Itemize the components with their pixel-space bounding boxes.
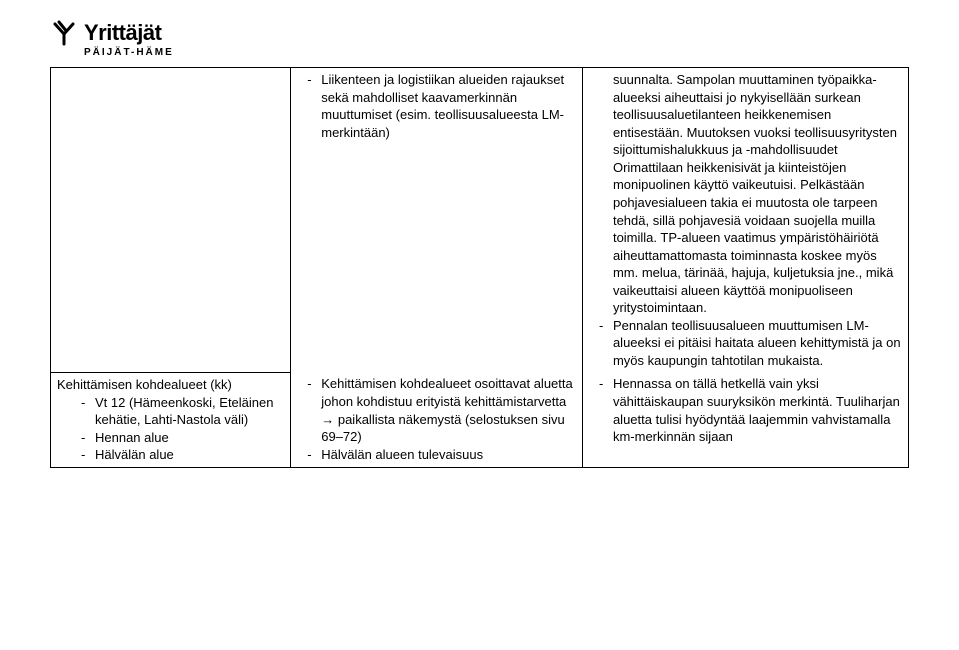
list: Liikenteen ja logistiikan alueiden rajau… xyxy=(297,71,576,141)
logo-region: PÄIJÄT-HÄME xyxy=(50,46,909,60)
list: suunnalta. Sampolan muuttaminen työpaikk… xyxy=(589,71,902,369)
list: Kehittämisen kohdealueet osoittavat alue… xyxy=(297,375,576,463)
cell-col3-row2: Hennassa on tällä hetkellä vain yksi väh… xyxy=(582,372,908,467)
list-item: Hälvälän alue xyxy=(57,446,284,464)
list-item: Hennassa on tällä hetkellä vain yksi väh… xyxy=(589,375,902,445)
cell-col2-row2: Kehittämisen kohdealueet osoittavat alue… xyxy=(291,372,583,467)
cell-empty xyxy=(51,68,291,373)
list-item: Liikenteen ja logistiikan alueiden rajau… xyxy=(297,71,576,141)
row-heading: Kehittämisen kohdealueet (kk) xyxy=(57,376,284,394)
list: Hennassa on tällä hetkellä vain yksi väh… xyxy=(589,375,902,445)
cell-col1-row2: Kehittämisen kohdealueet (kk) Vt 12 (Häm… xyxy=(51,372,291,467)
list-item: Vt 12 (Hämeenkoski, Eteläinen kehätie, L… xyxy=(57,394,284,429)
content-table: Liikenteen ja logistiikan alueiden rajau… xyxy=(50,67,909,468)
logo-block: Yrittäjät PÄIJÄT-HÄME xyxy=(50,18,909,59)
list-item: Hennan alue xyxy=(57,429,284,447)
logo-row: Yrittäjät xyxy=(50,18,909,48)
logo-name: Yrittäjät xyxy=(84,18,161,48)
table-row: Liikenteen ja logistiikan alueiden rajau… xyxy=(51,68,909,373)
list: Vt 12 (Hämeenkoski, Eteläinen kehätie, L… xyxy=(57,394,284,464)
cell-col2-row1: Liikenteen ja logistiikan alueiden rajau… xyxy=(291,68,583,373)
list-item: Pennalan teollisuusalueen muuttumisen LM… xyxy=(589,317,902,370)
list-item: Kehittämisen kohdealueet osoittavat alue… xyxy=(297,375,576,445)
table-row: Kehittämisen kohdealueet (kk) Vt 12 (Häm… xyxy=(51,372,909,467)
cell-col3-row1: suunnalta. Sampolan muuttaminen työpaikk… xyxy=(582,68,908,373)
list-item: suunnalta. Sampolan muuttaminen työpaikk… xyxy=(589,71,902,317)
continuation-text: suunnalta. Sampolan muuttaminen työpaikk… xyxy=(613,72,897,315)
list-item: Hälvälän alueen tulevaisuus xyxy=(297,446,576,464)
page-root: Yrittäjät PÄIJÄT-HÄME Liikenteen ja logi… xyxy=(0,0,959,498)
logo-icon xyxy=(50,19,78,47)
